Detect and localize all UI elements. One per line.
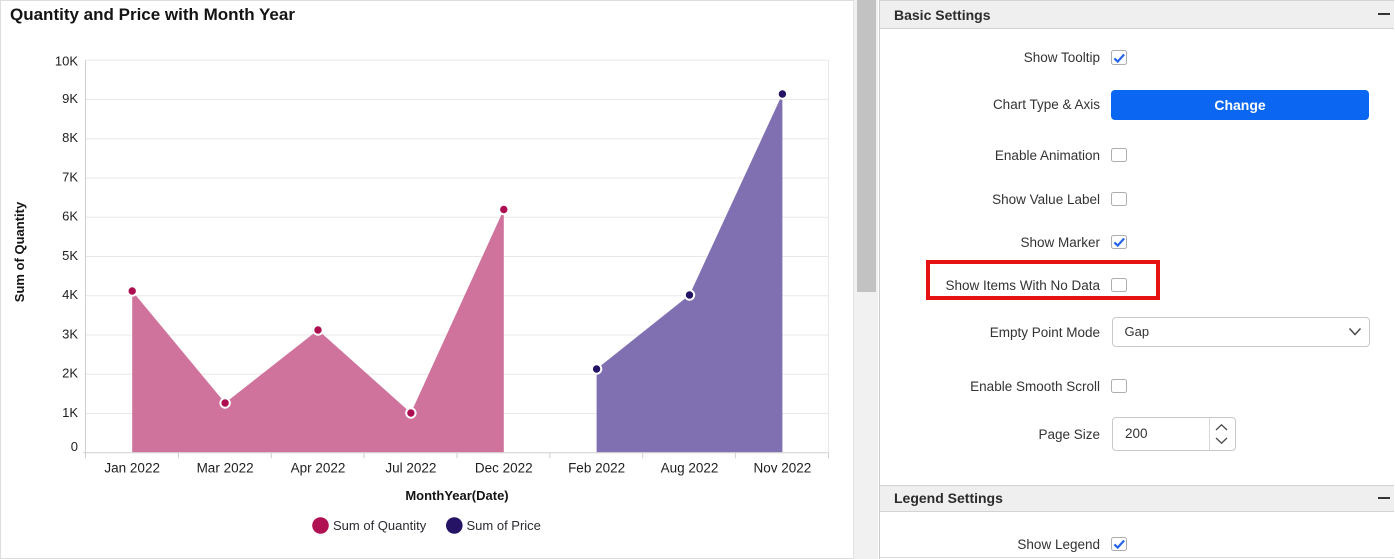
svg-text:0: 0 xyxy=(71,439,78,454)
svg-text:8K: 8K xyxy=(62,130,78,145)
svg-text:6K: 6K xyxy=(62,209,78,224)
svg-text:3K: 3K xyxy=(62,326,78,341)
svg-text:Dec 2022: Dec 2022 xyxy=(475,461,533,476)
svg-text:10K: 10K xyxy=(55,53,78,68)
svg-text:1K: 1K xyxy=(62,405,78,420)
svg-text:Aug 2022: Aug 2022 xyxy=(661,461,719,476)
svg-text:Mar 2022: Mar 2022 xyxy=(197,461,254,476)
svg-text:9K: 9K xyxy=(62,91,78,106)
svg-text:4K: 4K xyxy=(62,287,78,302)
svg-text:Apr 2022: Apr 2022 xyxy=(291,461,346,476)
svg-text:5K: 5K xyxy=(62,248,78,263)
svg-text:Sum of Quantity: Sum of Quantity xyxy=(12,201,27,302)
svg-text:Jan 2022: Jan 2022 xyxy=(104,461,160,476)
svg-text:Sum of Price: Sum of Price xyxy=(467,518,541,533)
svg-text:Jul 2022: Jul 2022 xyxy=(385,461,436,476)
svg-text:Sum of Quantity: Sum of Quantity xyxy=(333,518,427,533)
svg-text:Feb 2022: Feb 2022 xyxy=(568,461,625,476)
svg-text:MonthYear(Date): MonthYear(Date) xyxy=(405,488,508,503)
svg-text:Nov 2022: Nov 2022 xyxy=(754,461,812,476)
svg-text:2K: 2K xyxy=(62,366,78,381)
svg-text:7K: 7K xyxy=(62,169,78,184)
